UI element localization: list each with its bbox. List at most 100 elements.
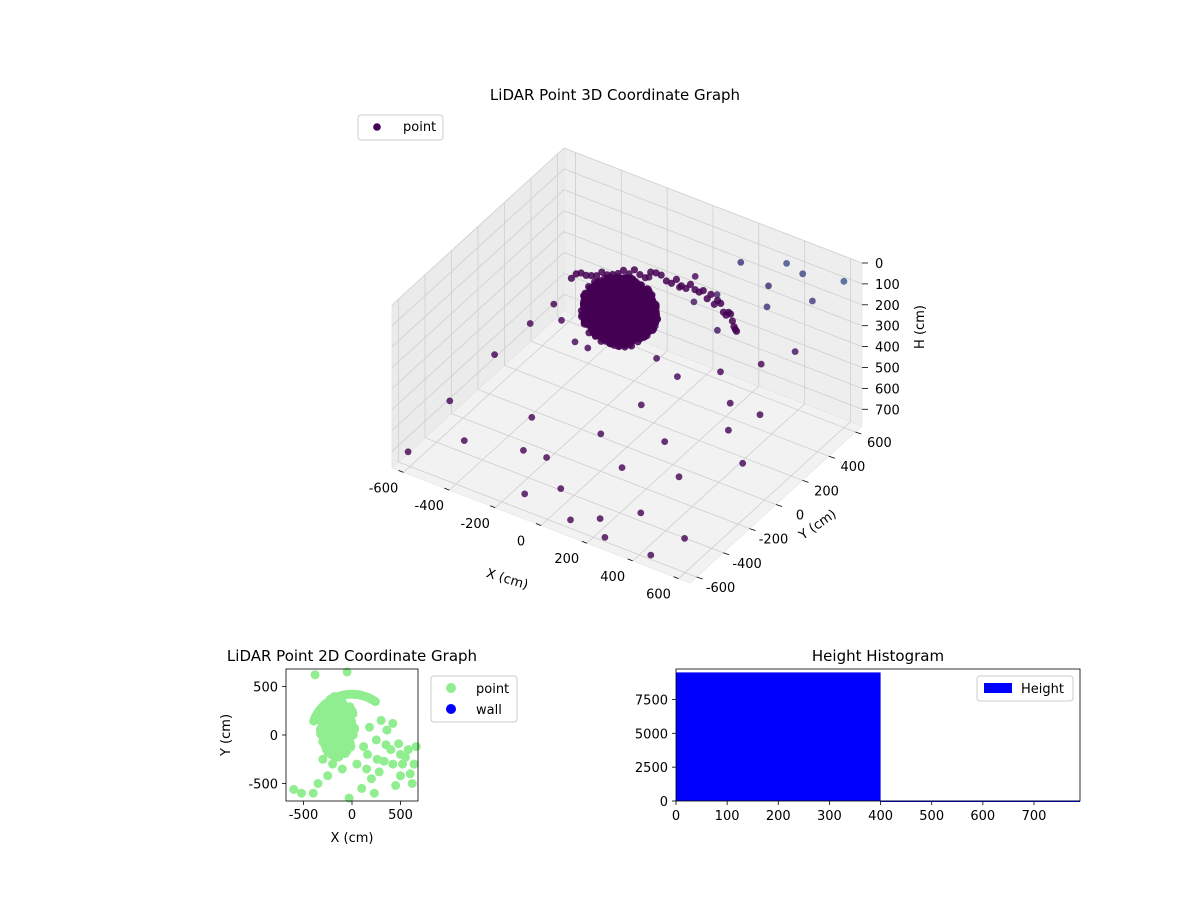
data-point-3d — [675, 473, 683, 481]
y-tick-label-histogram: 2500 — [635, 761, 668, 776]
y-tick-3d — [802, 479, 809, 483]
gridline-y-floor — [398, 461, 697, 578]
data-point-3d — [557, 485, 565, 492]
gridline-z-left — [391, 147, 565, 306]
data-point-3d-arc — [719, 308, 728, 316]
chart-title-2d: LiDAR Point 2D Coordinate Graph — [227, 647, 477, 665]
data-point-3d-cluster — [615, 303, 624, 311]
data-point-2d — [313, 779, 323, 788]
data-point-3d-arc — [652, 269, 660, 277]
legend-marker-wall-2d — [446, 704, 456, 714]
y-tick-3d — [828, 455, 836, 459]
y-tick-3d — [696, 576, 703, 580]
data-point-3d-arc — [662, 277, 671, 285]
data-point-2d — [405, 769, 415, 779]
data-point-3d — [757, 360, 765, 368]
panel-height-histogram: Height Histogram 0 100 200 300 400 500 600 700 0… — [635, 647, 1081, 824]
data-point-3d — [653, 355, 660, 362]
legend-label-height: Height — [1021, 682, 1064, 697]
data-point-2d — [289, 784, 299, 794]
data-point-3d-cluster — [627, 283, 635, 291]
data-point-3d — [661, 438, 669, 445]
x-tick-label-2d: 0 — [348, 808, 356, 823]
legend-label-point-3d: point — [403, 120, 436, 135]
data-point-3d — [601, 534, 609, 541]
x-tick-label-3d: 400 — [600, 570, 625, 585]
data-point-3d-arc — [672, 275, 681, 283]
x-tick-3d — [398, 470, 404, 473]
data-point-3d — [597, 430, 605, 438]
x-tick-label-histogram: 200 — [766, 809, 791, 824]
data-point-3d-arc — [592, 272, 601, 280]
z-tick-label-3d: 400 — [875, 341, 900, 356]
data-point-3d — [404, 448, 412, 456]
data-point-3d — [737, 259, 745, 266]
data-point-3d-cluster — [598, 308, 606, 316]
data-point-2d — [371, 735, 381, 745]
data-point-2d-cluster — [321, 744, 331, 754]
data-point-3d — [571, 338, 579, 346]
data-point-2d — [411, 742, 421, 752]
data-point-3d — [756, 411, 764, 419]
x-tick-3d — [673, 576, 679, 579]
data-point-3d-arc — [703, 295, 711, 303]
data-point-3d — [713, 291, 721, 298]
x-tick-label-histogram: 600 — [970, 809, 995, 824]
plot-frame-histogram — [675, 668, 1081, 802]
y-tick-label-3d: 600 — [867, 436, 892, 451]
data-point-3d — [618, 464, 626, 471]
x-tick-3d — [535, 523, 542, 526]
data-point-3d — [691, 273, 699, 280]
data-point-2d-cluster — [344, 713, 354, 723]
data-point-3d-cluster — [632, 334, 640, 342]
gridline-z-back — [563, 168, 863, 285]
gridline-y-floor — [504, 364, 803, 481]
legend-label-point-2d: point — [476, 682, 509, 697]
data-point-3d — [520, 447, 527, 454]
y-tick-label-3d: 200 — [814, 484, 839, 499]
gridline-z-back — [563, 210, 863, 327]
data-point-3d-cluster — [616, 309, 624, 317]
data-point-3d — [647, 551, 655, 559]
data-point-3d-cluster — [622, 290, 630, 298]
data-point-3d — [528, 414, 536, 421]
data-point-2d — [396, 771, 405, 781]
data-point-3d-arc — [572, 270, 580, 278]
data-point-2d — [379, 756, 389, 766]
gridline-y-floor — [477, 389, 777, 505]
data-point-3d-arc — [587, 272, 595, 280]
z-axis-label-3d: H (cm) — [913, 305, 928, 349]
data-point-2d — [365, 722, 374, 732]
data-point-3d — [558, 316, 565, 324]
data-point-3d — [725, 426, 732, 434]
data-point-2d — [337, 764, 347, 774]
data-point-2d — [376, 715, 386, 725]
data-point-3d-cluster — [624, 298, 632, 306]
x-tick-label-2d: -500 — [289, 808, 319, 823]
x-tick-3d — [490, 505, 496, 509]
data-point-3d-cluster — [583, 315, 591, 323]
data-point-3d — [584, 344, 592, 352]
data-point-2d-cluster — [343, 739, 353, 748]
data-point-2d — [388, 718, 398, 728]
gridline-z-left — [391, 168, 565, 327]
gridline-z-left — [391, 293, 565, 452]
data-point-3d-cluster — [630, 320, 639, 328]
data-point-3d — [596, 515, 604, 522]
data-point-2d — [362, 764, 372, 774]
data-point-2d-cluster — [336, 700, 346, 710]
y-tick-3d — [722, 552, 730, 556]
data-point-3d-cluster — [636, 312, 645, 320]
data-point-3d — [765, 282, 772, 290]
y-tick-3d — [749, 528, 756, 532]
x-tick-label-3d: -600 — [369, 481, 399, 496]
y-tick-label-3d: -400 — [732, 557, 762, 572]
histogram-bar — [676, 672, 881, 801]
data-point-3d — [717, 368, 724, 376]
data-point-2d-cluster — [316, 727, 326, 737]
data-point-3d-cluster — [648, 324, 656, 332]
data-point-2d — [323, 771, 333, 781]
data-point-3d-arc — [636, 271, 644, 279]
data-point-3d-arc — [598, 268, 606, 276]
data-point-3d-cluster — [591, 281, 599, 289]
